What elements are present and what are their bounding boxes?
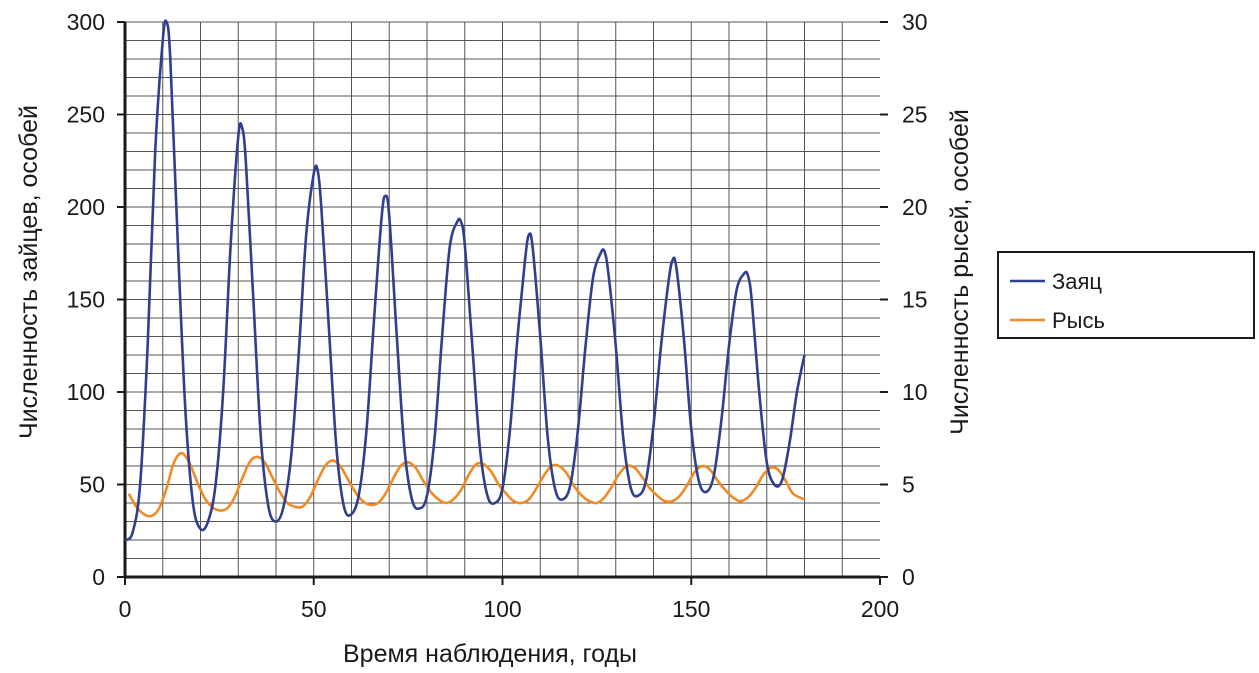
y-left-tick-label: 100 <box>67 379 105 405</box>
legend-label-lynx: Рысь <box>1052 308 1105 333</box>
x-tick-label: 100 <box>483 596 521 622</box>
y-right-tick-label: 20 <box>902 194 928 220</box>
axes <box>117 21 888 585</box>
legend-label-hare: Заяц <box>1052 269 1102 294</box>
grid <box>125 21 880 577</box>
y-right-tick-label: 5 <box>902 472 915 498</box>
x-tick-label: 50 <box>301 596 327 622</box>
y-left-tick-label: 300 <box>67 9 105 35</box>
y-right-tick-label: 30 <box>902 9 928 35</box>
legend: Заяц Рысь <box>997 251 1255 339</box>
x-tick-label: 200 <box>861 596 899 622</box>
x-tick-label: 150 <box>672 596 710 622</box>
x-axis-title: Время наблюдения, годы <box>343 640 637 668</box>
y-left-tick-label: 200 <box>67 194 105 220</box>
tick-labels: 0 50 100 150 2000501001502002503000510152025… <box>67 9 928 622</box>
y-left-tick-label: 150 <box>67 287 105 313</box>
series-line-hare <box>124 19 806 542</box>
legend-box <box>997 251 1255 339</box>
y-right-tick-label: 25 <box>902 102 928 128</box>
y-left-tick-label: 50 <box>79 472 105 498</box>
y-axis-left-title: Численность зайцев, особей <box>15 105 43 439</box>
y-left-tick-label: 0 <box>92 564 105 590</box>
y-left-tick-label: 250 <box>67 102 105 128</box>
x-tick-label: 0 <box>119 596 132 622</box>
y-right-tick-label: 15 <box>902 287 928 313</box>
y-right-tick-label: 10 <box>902 379 928 405</box>
series-line-lynx <box>127 451 806 518</box>
y-right-tick-label: 0 <box>902 564 915 590</box>
series-group <box>124 19 806 542</box>
y-axis-right-title: Численность рысей, особей <box>946 109 974 435</box>
